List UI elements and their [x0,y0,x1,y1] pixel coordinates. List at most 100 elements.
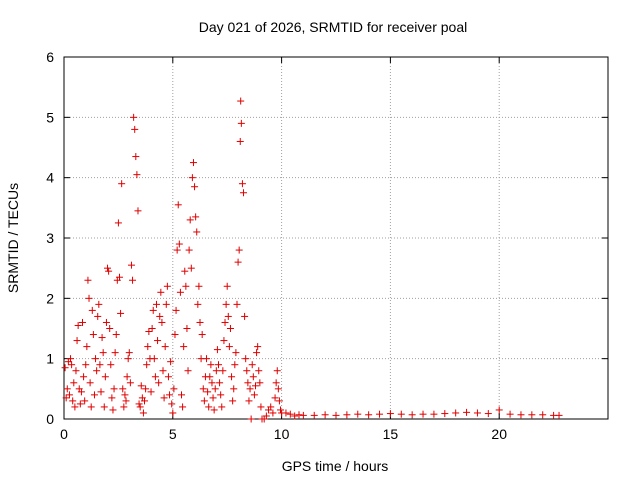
data-point [273,367,281,375]
data-point [112,331,120,339]
data-point [121,391,129,399]
data-point [147,388,155,396]
data-point [72,367,80,375]
data-point [452,409,460,417]
data-point [159,367,167,375]
data-point [244,379,252,387]
data-point [163,282,171,290]
data-point [144,343,152,351]
data-point [97,388,105,396]
data-point [271,394,279,402]
data-point [134,207,142,215]
y-tick-label: 1 [46,351,54,367]
data-point [167,358,175,366]
data-point [109,406,117,414]
data-point [127,261,135,269]
data-point [183,325,191,332]
data-point [182,282,190,290]
data-point [295,411,303,419]
data-point [170,385,178,393]
data-point [220,337,228,345]
data-point [231,361,239,369]
data-point [179,403,187,411]
data-point [101,373,109,381]
data-point [196,318,204,326]
data-point [123,373,131,381]
data-point [172,306,180,314]
data-point [94,312,102,320]
y-tick-label: 5 [46,109,54,125]
data-point [257,403,265,411]
data-point [122,397,130,405]
data-point [186,216,194,224]
data-point [249,373,257,381]
data-point [194,300,202,308]
data-point [210,406,218,414]
data-point [161,343,169,351]
data-point [193,228,201,236]
data-point [217,391,225,399]
data-point [102,318,110,326]
data-point [171,331,179,339]
data-point [108,394,116,402]
data-point [232,349,240,357]
data-point [120,403,128,411]
data-point [248,361,256,369]
data-point [246,385,254,393]
y-tick-label: 0 [46,411,54,427]
data-point [484,410,492,418]
data-point [99,349,107,357]
data-point [229,397,237,405]
data-point [133,171,141,179]
data-point [84,276,92,284]
data-point [68,361,76,369]
data-point [209,394,217,402]
data-point [299,411,307,419]
data-point [106,325,114,332]
data-point [539,411,547,419]
data-point [65,391,73,399]
data-point [160,394,168,402]
data-point [214,361,222,369]
data-point [376,410,384,418]
data-point [69,397,77,405]
data-point [203,355,211,363]
data-point [250,391,258,399]
data-point [262,412,270,420]
data-point [142,385,150,393]
data-point [157,288,165,296]
data-point [198,331,206,339]
data-point [156,312,164,320]
data-point [204,388,212,396]
data-point [85,294,93,302]
data-point [104,264,112,272]
data-point [291,412,299,420]
data-point [495,406,503,414]
data-point [76,400,84,408]
data-point [164,373,172,381]
data-point [162,300,170,308]
data-point [277,406,285,414]
data-point [110,385,118,393]
data-point [218,403,226,411]
data-point [473,409,481,417]
data-point [354,410,362,418]
data-point [234,258,242,266]
data-point [224,312,232,320]
data-point [61,364,69,372]
data-point [235,246,243,254]
data-point [226,325,234,332]
data-point [178,391,186,399]
data-point [221,318,229,326]
data-point [192,213,200,221]
data-point [132,153,140,161]
data-point [70,379,78,387]
data-point [321,411,329,419]
data-point [125,349,133,357]
data-point [213,346,221,354]
data-series-srmtid [61,97,563,423]
data-point [208,379,216,387]
data-point [247,415,255,423]
data-point [267,403,275,411]
data-point [93,367,101,375]
